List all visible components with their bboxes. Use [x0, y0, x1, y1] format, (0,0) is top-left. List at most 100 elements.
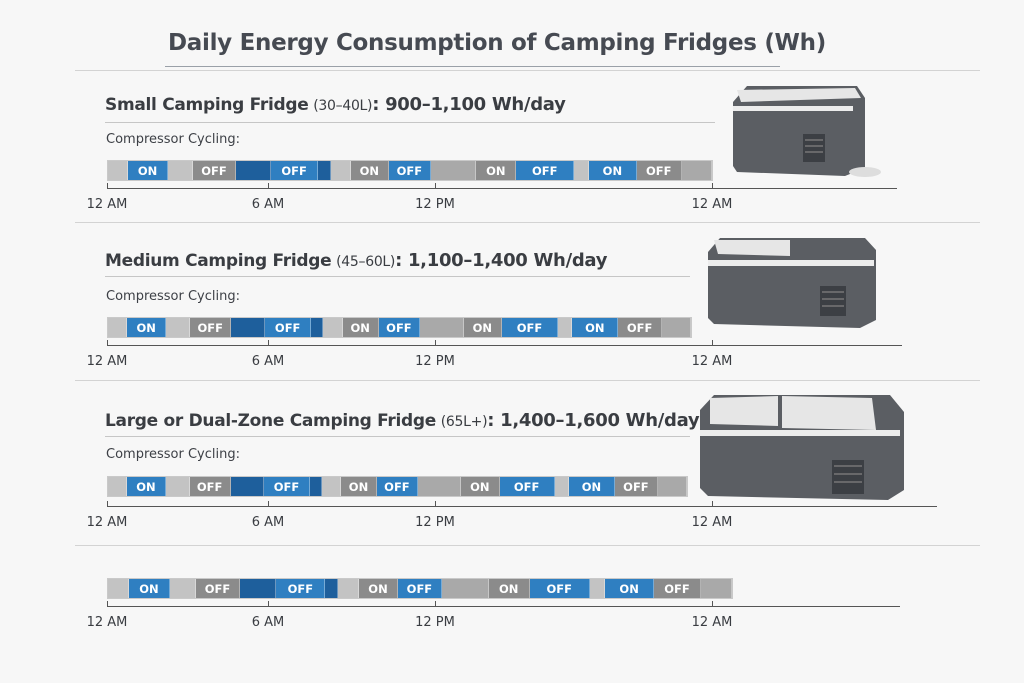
cycle-segment-idle	[108, 318, 128, 337]
axis-label: 12 PM	[415, 615, 455, 630]
cycle-segment-on: ON	[351, 161, 389, 180]
heading-rule	[105, 436, 690, 437]
time-axis	[107, 345, 902, 346]
divider	[75, 545, 980, 546]
cycle-segment-off: OFF	[190, 318, 232, 337]
cycle-segment-idle	[661, 318, 691, 337]
axis-tick	[268, 340, 269, 346]
fridge-size: (45–60L)	[336, 254, 396, 270]
cycle-segment-idle	[230, 477, 265, 496]
cycle-segment-on: ON	[128, 161, 169, 180]
time-axis	[107, 188, 897, 189]
cycle-segment-on: ON	[569, 477, 615, 496]
axis-tick	[107, 183, 108, 189]
energy-range: : 1,400–1,600 Wh/day	[487, 410, 700, 431]
cycle-strip-extra: ON OFF OFF ON OFF ON OFF ON OFF	[107, 578, 733, 599]
cycle-segment-idle	[108, 161, 129, 180]
fridge-size: (30–40L)	[313, 98, 373, 114]
cycle-segment-on: ON	[589, 161, 637, 180]
cycle-segment-idle	[170, 579, 197, 598]
cycle-segment-on: ON	[463, 318, 503, 337]
time-axis	[107, 606, 900, 607]
axis-label: 12 AM	[691, 354, 733, 369]
axis-tick	[435, 340, 436, 346]
axis-tick	[712, 183, 713, 189]
cycle-segment-on: ON	[572, 318, 619, 337]
axis-label: 12 PM	[415, 354, 455, 369]
cycle-segment-idle	[338, 579, 360, 598]
cycle-segment-off: OFF	[529, 579, 590, 598]
cycle-segment-off: OFF	[499, 477, 555, 496]
cycle-segment-idle	[417, 477, 462, 496]
axis-label: 12 AM	[691, 615, 733, 630]
cycle-segment-idle	[168, 161, 194, 180]
fridge-name: Large or Dual-Zone Camping Fridge	[105, 411, 436, 431]
axis-label: 12 AM	[691, 197, 733, 212]
cycle-strip-large: ON OFF OFF ON OFF ON OFF ON OFF	[107, 476, 688, 497]
cycle-segment-idle	[419, 318, 464, 337]
axis-tick	[268, 601, 269, 607]
cycle-segment-idle	[240, 579, 277, 598]
cycle-strip-medium: ON OFF OFF ON OFF ON OFF ON OFF	[107, 317, 692, 338]
cycle-segment-off: OFF	[618, 318, 662, 337]
cycle-segment-off: OFF	[264, 477, 310, 496]
time-axis	[107, 506, 937, 507]
fridge-name: Medium Camping Fridge	[105, 251, 332, 271]
axis-label: 12 AM	[86, 197, 128, 212]
large-dual-zone-fridge-illustration	[700, 395, 904, 500]
axis-tick	[435, 183, 436, 189]
cycle-segment-idle	[323, 318, 343, 337]
cycle-segment-idle	[325, 579, 339, 598]
cycle-segment-idle	[557, 318, 573, 337]
cycle-segment-off: OFF	[636, 161, 682, 180]
cycle-segment-idle	[309, 477, 322, 496]
cycle-segment-off: OFF	[193, 161, 236, 180]
axis-label: 6 AM	[251, 354, 285, 369]
section-heading-small: Small Camping Fridge (30–40L): 900–1,100…	[105, 94, 566, 115]
axis-label: 12 AM	[86, 615, 128, 630]
cycle-segment-off: OFF	[397, 579, 442, 598]
axis-tick	[107, 340, 108, 346]
cycle-segment-off: OFF	[196, 579, 241, 598]
cycle-segment-idle	[231, 318, 266, 337]
axis-tick	[712, 601, 713, 607]
cycle-segment-idle	[165, 477, 190, 496]
cycle-segment-idle	[681, 161, 712, 180]
cycle-segment-on: ON	[127, 318, 167, 337]
cycle-segment-idle	[321, 477, 341, 496]
medium-fridge-illustration	[708, 238, 876, 328]
page-title: Daily Energy Consumption of Camping Frid…	[168, 30, 826, 56]
cycle-segment-idle	[658, 477, 687, 496]
axis-tick	[268, 501, 269, 507]
axis-tick	[268, 183, 269, 189]
title-underline	[165, 66, 780, 67]
cycle-segment-idle	[431, 161, 477, 180]
cycle-segment-on: ON	[605, 579, 655, 598]
axis-tick	[435, 501, 436, 507]
cycle-segment-idle	[574, 161, 590, 180]
cycle-segment-off: OFF	[378, 318, 420, 337]
section-heading-large: Large or Dual-Zone Camping Fridge (65L+)…	[105, 410, 700, 431]
axis-tick	[107, 601, 108, 607]
heading-rule	[105, 122, 715, 123]
cycle-strip-small: ON OFF OFF ON OFF ON OFF ON OFF	[107, 160, 713, 181]
cycle-segment-off: OFF	[377, 477, 418, 496]
cycle-segment-idle	[589, 579, 606, 598]
cycle-segment-on: ON	[340, 477, 378, 496]
cycle-segment-idle	[318, 161, 331, 180]
divider	[75, 380, 980, 381]
cycle-segment-off: OFF	[270, 161, 319, 180]
cycle-segment-off: OFF	[265, 318, 312, 337]
cycle-segment-off: OFF	[189, 477, 231, 496]
cycle-segment-idle	[700, 579, 732, 598]
axis-label: 6 AM	[251, 197, 285, 212]
cycle-segment-off: OFF	[516, 161, 575, 180]
axis-label: 12 AM	[86, 354, 128, 369]
cycle-segment-on: ON	[342, 318, 379, 337]
cycle-segment-on: ON	[359, 579, 398, 598]
energy-range: : 900–1,100 Wh/day	[372, 94, 566, 115]
axis-label: 12 PM	[415, 197, 455, 212]
cycle-segment-off: OFF	[614, 477, 659, 496]
axis-tick	[435, 601, 436, 607]
fridge-size: (65L+)	[440, 414, 488, 430]
